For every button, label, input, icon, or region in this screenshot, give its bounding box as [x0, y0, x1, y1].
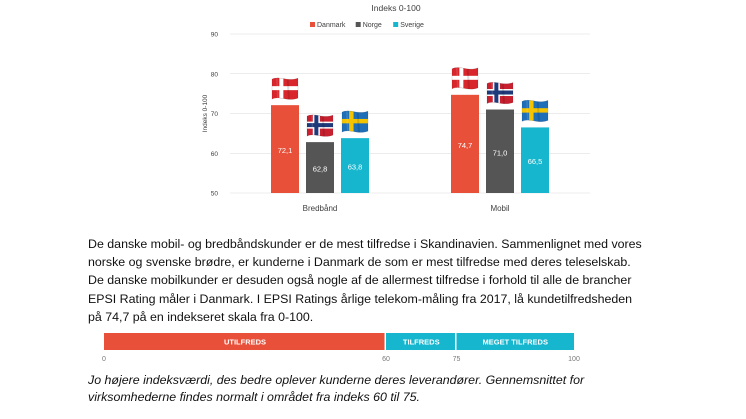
x-tick-label: Bredbånd: [303, 204, 338, 213]
y-tick-label: 70: [211, 111, 219, 118]
data-label-norge-bredbaand: 62,8: [313, 165, 328, 174]
scale-tick-label: 75: [453, 356, 461, 363]
italic-note: Jo højere indeksværdi, des bedre oplever…: [88, 373, 585, 404]
scale-tick-label: 0: [102, 356, 106, 363]
sweden-flag-mobil-icon: [521, 99, 549, 122]
italic-note-block: Jo højere indeksværdi, des bedre oplever…: [88, 372, 648, 406]
y-tick-label: 50: [211, 191, 219, 198]
bar-norge-bredbaand: [306, 142, 334, 193]
legend-swatch: [393, 22, 399, 27]
scale-segment-meget-tilfreds: [456, 333, 574, 350]
denmark-flag-bredbaand-icon: [271, 77, 299, 100]
data-label-danmark-bredbaand: 72,1: [278, 146, 293, 155]
legend-item-norge: Norge: [355, 22, 382, 29]
norway-flag-bredbaand-icon: [306, 114, 334, 137]
scale-tick-label: 100: [568, 356, 580, 363]
scale-tick-label: 60: [382, 356, 390, 363]
y-tick-label: 90: [211, 32, 219, 39]
legend-label: Danmark: [317, 22, 346, 29]
legend-label: Sverige: [400, 22, 424, 29]
bar-chart: Indeks 0-100 Danmark Norge Sverige 50 60 70 80 9…: [170, 0, 610, 222]
legend-swatch: [310, 22, 315, 27]
scale-label-tilfreds: TILFREDS: [403, 338, 440, 347]
legend-label: Norge: [363, 22, 382, 29]
norway-flag-mobil-icon: [486, 81, 514, 105]
bar-norge-mobil: [486, 109, 514, 193]
scale-segment-utilfreds: [104, 333, 385, 350]
y-tick-label: 80: [211, 71, 219, 78]
y-axis-label: Indeks 0-100: [202, 94, 209, 132]
body-paragraph-block: De danske mobil- og bredbåndskunder er d…: [88, 235, 648, 326]
sweden-flag-bredbaand-icon: [341, 110, 369, 133]
data-label-sverige-bredbaand: 63,8: [348, 163, 363, 172]
body-paragraph: De danske mobil- og bredbåndskunder er d…: [88, 237, 642, 324]
data-label-sverige-mobil: 66,5: [528, 157, 543, 166]
chart-svg: Indeks 0-100 Danmark Norge Sverige 50 60 70 80 9…: [202, 3, 590, 213]
bar-danmark-mobil: [451, 94, 479, 193]
scale-label-meget-tilfreds: MEGET TILFREDS: [483, 338, 548, 347]
bar-sverige-mobil: [521, 127, 549, 193]
bar-sverige-bredbaand: [341, 138, 369, 193]
denmark-flag-mobil-icon: [451, 67, 479, 90]
y-tick-label: 60: [211, 151, 219, 158]
scale-label-utilfreds: UTILFREDS: [224, 338, 266, 347]
scale-svg: UTILFREDS TILFREDS MEGET TILFREDS 0 60 75 100: [102, 333, 580, 363]
data-label-danmark-mobil: 74,7: [458, 141, 473, 150]
scale-segment-tilfreds: [386, 333, 455, 350]
bar-danmark-bredbaand: [271, 105, 299, 193]
data-label-norge-mobil: 71,0: [493, 148, 508, 157]
x-tick-label: Mobil: [490, 204, 509, 213]
satisfaction-scale: UTILFREDS TILFREDS MEGET TILFREDS 0 60 75 100: [100, 331, 580, 365]
chart-title: Indeks 0-100: [371, 3, 420, 13]
legend-swatch: [355, 22, 361, 27]
legend-item-danmark: Danmark: [310, 22, 346, 29]
legend-item-sverige: Sverige: [393, 22, 424, 29]
